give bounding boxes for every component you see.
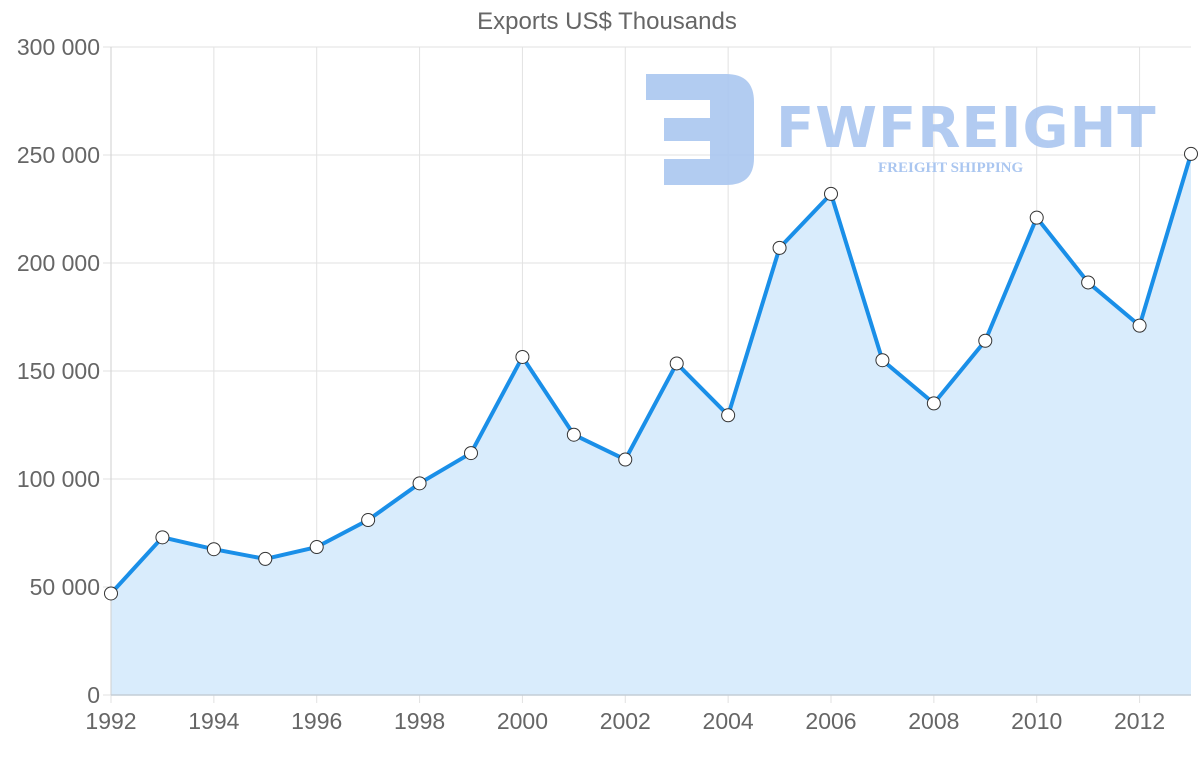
x-tick-label: 1994 <box>188 708 239 734</box>
data-point-marker[interactable] <box>258 551 273 566</box>
data-point-marker[interactable] <box>875 353 890 368</box>
data-point-marker[interactable] <box>926 396 941 411</box>
data-point-marker[interactable] <box>566 427 581 442</box>
data-point-marker[interactable] <box>309 540 324 555</box>
x-tick-label: 2012 <box>1114 708 1165 734</box>
data-point-marker[interactable] <box>464 446 478 461</box>
x-axis-labels: 1992 1994 1996 1998 2000 2002 2004 2006 2008 2010… <box>85 708 1165 734</box>
y-tick-label: 200 000 <box>17 250 100 276</box>
data-point-marker[interactable] <box>515 349 530 364</box>
data-point-marker[interactable] <box>618 452 633 467</box>
x-tick-label: 2000 <box>497 708 548 734</box>
x-tick-label: 1998 <box>394 708 445 734</box>
x-tick-label: 2006 <box>805 708 856 734</box>
data-point-marker[interactable] <box>669 356 684 371</box>
data-point-marker[interactable] <box>721 408 736 423</box>
data-point-marker[interactable] <box>361 513 376 528</box>
data-line <box>109 151 1193 596</box>
data-point-marker[interactable] <box>412 476 427 491</box>
data-point-marker[interactable] <box>206 542 221 557</box>
y-tick-label: 0 <box>87 682 100 708</box>
x-tick-label: 2002 <box>600 708 651 734</box>
y-tick-label: 250 000 <box>17 142 100 168</box>
data-point-marker[interactable] <box>1081 275 1096 290</box>
x-tick-label: 2008 <box>908 708 959 734</box>
data-point-marker[interactable] <box>155 530 170 545</box>
x-tick-label: 1992 <box>85 708 136 734</box>
y-tick-label: 50 000 <box>30 574 100 600</box>
data-point-marker[interactable] <box>824 186 838 201</box>
data-point-marker[interactable] <box>772 240 787 255</box>
data-point-marker[interactable] <box>104 586 118 601</box>
data-point-marker[interactable] <box>978 333 993 348</box>
data-point-marker[interactable] <box>1184 146 1198 161</box>
y-tick-label: 100 000 <box>17 466 100 492</box>
area-fill <box>111 153 1191 696</box>
y-axis-labels: 0 50 000 100 000 150 000 200 000 250 000 300 0… <box>17 34 100 708</box>
x-tick-label: 2004 <box>703 708 754 734</box>
y-tick-label: 150 000 <box>17 358 100 384</box>
data-point-marker[interactable] <box>1029 210 1044 225</box>
x-tick-label: 2010 <box>1011 708 1062 734</box>
data-points <box>104 146 1198 601</box>
x-tick-label: 1996 <box>291 708 342 734</box>
chart-title: Exports US$ Thousands <box>477 8 737 35</box>
y-tick-label: 300 000 <box>17 34 100 60</box>
data-point-marker[interactable] <box>1132 318 1147 333</box>
